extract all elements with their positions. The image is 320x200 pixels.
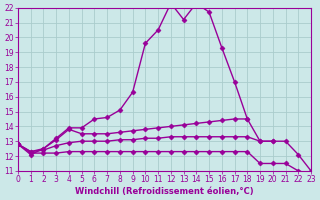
X-axis label: Windchill (Refroidissement éolien,°C): Windchill (Refroidissement éolien,°C) <box>75 187 254 196</box>
